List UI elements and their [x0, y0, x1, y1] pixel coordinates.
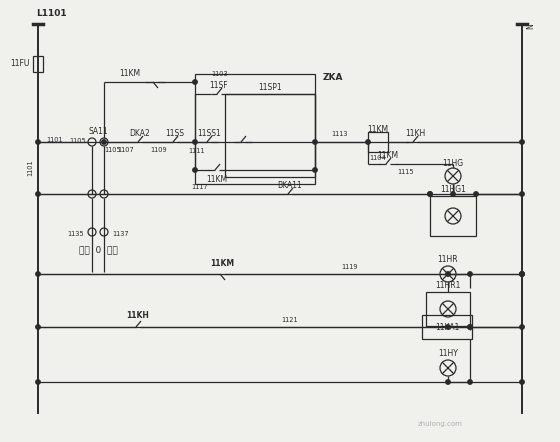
Text: 1119: 1119 [342, 264, 358, 270]
Text: 11KM: 11KM [210, 259, 234, 267]
Circle shape [474, 192, 478, 196]
Text: 1107: 1107 [118, 147, 134, 153]
Text: zhulong.com: zhulong.com [418, 421, 463, 427]
Circle shape [36, 192, 40, 196]
Text: 11KH: 11KH [127, 312, 150, 320]
Text: 11KH: 11KH [405, 129, 425, 137]
Circle shape [313, 168, 317, 172]
Text: 11KM: 11KM [207, 175, 227, 183]
Circle shape [468, 272, 472, 276]
Text: 11HR1: 11HR1 [435, 282, 461, 290]
Circle shape [446, 272, 450, 276]
Text: 11FU: 11FU [11, 60, 30, 69]
Text: 1101: 1101 [27, 160, 33, 176]
Bar [422, 315, 472, 339]
Text: 1111: 1111 [189, 148, 206, 154]
Text: 1137: 1137 [112, 231, 129, 237]
Circle shape [428, 192, 432, 196]
Text: 1109: 1109 [151, 147, 167, 153]
Circle shape [520, 140, 524, 144]
Text: 11KM: 11KM [367, 125, 389, 133]
Bar [430, 196, 476, 236]
Text: SA11: SA11 [88, 127, 108, 137]
Circle shape [451, 192, 455, 196]
Text: 11HG: 11HG [442, 160, 464, 168]
Circle shape [366, 140, 370, 144]
Text: N: N [526, 23, 535, 29]
Circle shape [313, 140, 317, 144]
Circle shape [446, 325, 450, 329]
Bar [426, 292, 470, 326]
Circle shape [468, 325, 472, 329]
Circle shape [36, 140, 40, 144]
Text: 1135: 1135 [67, 231, 84, 237]
Circle shape [520, 272, 524, 276]
Text: 11KA1: 11KA1 [435, 323, 459, 332]
Circle shape [36, 380, 40, 384]
Text: 11HY: 11HY [438, 350, 458, 358]
Text: 1115: 1115 [398, 169, 414, 175]
Circle shape [520, 272, 524, 276]
Text: DKA2: DKA2 [129, 129, 151, 137]
Circle shape [446, 380, 450, 384]
Circle shape [520, 380, 524, 384]
Text: 11SP1: 11SP1 [258, 84, 282, 92]
Circle shape [193, 140, 197, 144]
Text: 1121: 1121 [282, 317, 298, 323]
Bar [225, 94, 315, 177]
Text: 11SF: 11SF [209, 80, 228, 89]
Circle shape [520, 272, 524, 276]
Circle shape [520, 192, 524, 196]
Text: L1101: L1101 [36, 9, 67, 19]
Circle shape [193, 168, 197, 172]
Text: 1103: 1103 [212, 71, 228, 77]
Text: 11HR: 11HR [438, 255, 458, 264]
Circle shape [36, 325, 40, 329]
Text: 11SS: 11SS [166, 129, 184, 137]
Circle shape [468, 325, 472, 329]
Text: 1105: 1105 [69, 138, 86, 144]
Text: ZKA: ZKA [323, 73, 343, 83]
Bar [33, 56, 43, 72]
Circle shape [468, 380, 472, 384]
Text: BKA11: BKA11 [278, 180, 302, 190]
Text: 1105: 1105 [105, 147, 122, 153]
Text: 1113: 1113 [332, 131, 348, 137]
Circle shape [428, 192, 432, 196]
Bar [368, 132, 388, 152]
Text: 手动  0  自动: 手动 0 自动 [78, 245, 118, 255]
Circle shape [36, 272, 40, 276]
Text: 11HG1: 11HG1 [440, 186, 466, 194]
Circle shape [102, 140, 106, 144]
Text: 11KM: 11KM [119, 69, 141, 79]
Bar [195, 74, 315, 184]
Text: 1104: 1104 [370, 155, 386, 161]
Circle shape [193, 80, 197, 84]
Text: 11SS1: 11SS1 [197, 129, 221, 137]
Text: 1117: 1117 [192, 184, 208, 190]
Text: 11KM: 11KM [377, 152, 399, 160]
Text: 1101: 1101 [46, 137, 63, 143]
Circle shape [520, 325, 524, 329]
